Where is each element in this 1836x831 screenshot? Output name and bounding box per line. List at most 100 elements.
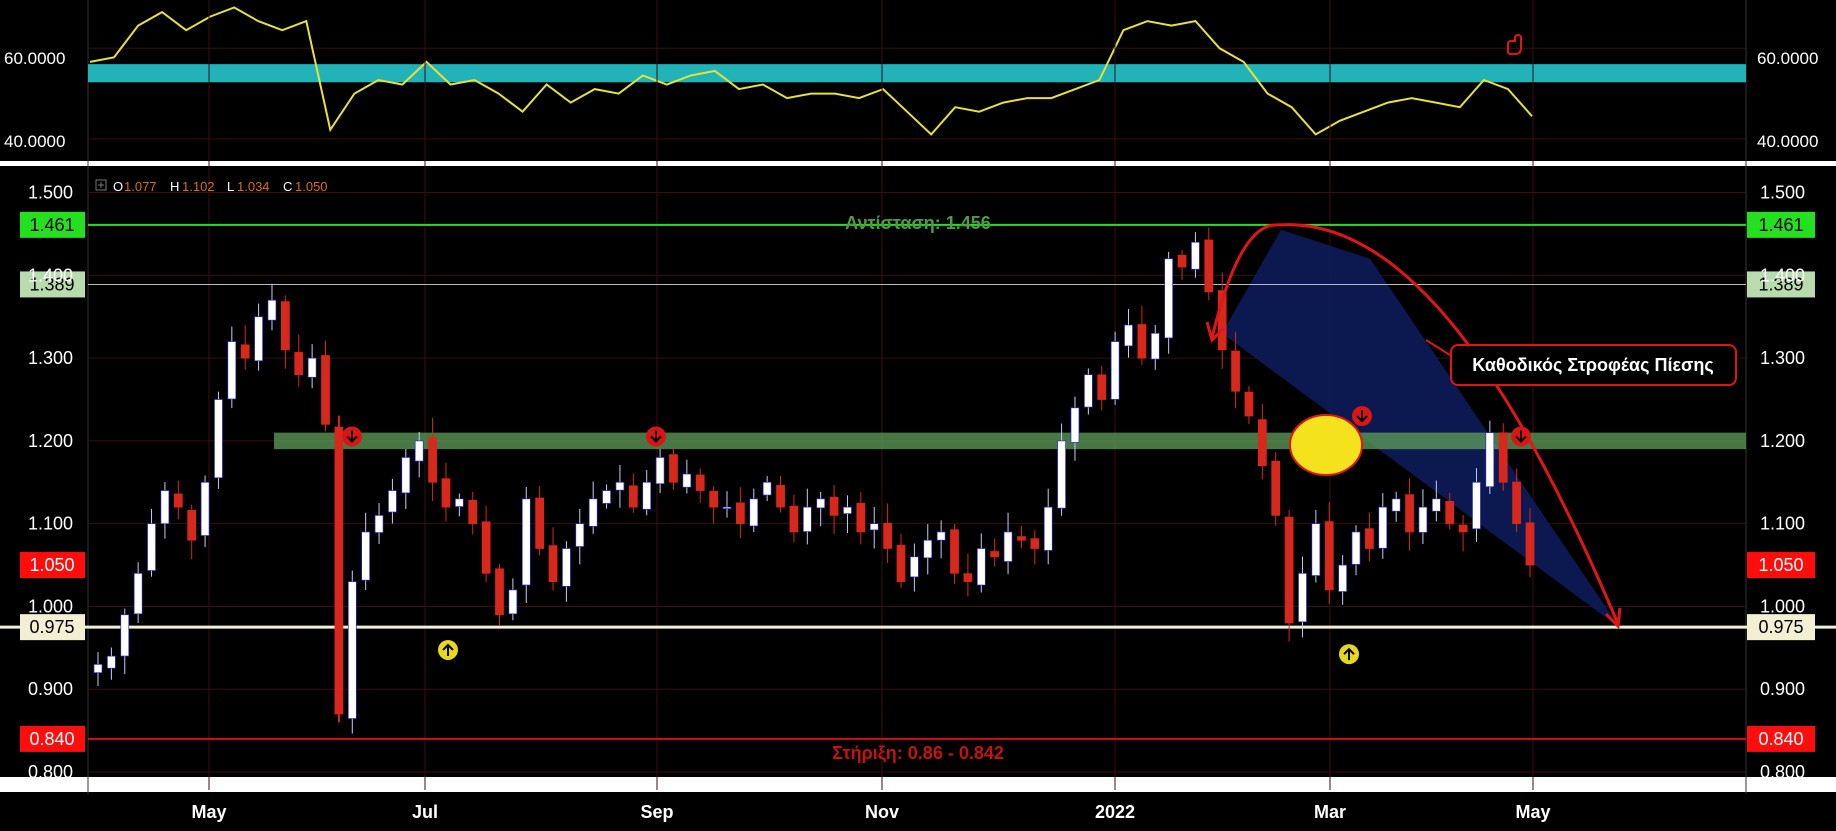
candle-body (695, 474, 705, 491)
candle-body (414, 440, 424, 462)
candle-body (1298, 572, 1307, 623)
ohlc-h-label: H (170, 179, 179, 194)
x-tick-label: May (1515, 802, 1550, 822)
candle-body (1043, 506, 1053, 551)
candle-body (1324, 521, 1334, 591)
candle-body (214, 399, 223, 479)
candle-body (789, 505, 799, 533)
arc-arrow-left (1205, 321, 1226, 343)
candle-body (1244, 391, 1254, 417)
candle-body (1405, 494, 1414, 533)
candle-body (1177, 254, 1187, 268)
candle-body (240, 344, 250, 359)
pattern-callout: Καθοδικός Στροφέας Πίεσης (1425, 339, 1737, 386)
price-tag-left-text: 1.050 (29, 555, 74, 575)
candle-body (575, 523, 585, 547)
candle-body (173, 493, 183, 508)
candle-body (401, 457, 411, 494)
yellow-circle (1289, 414, 1363, 477)
candle-body (628, 485, 638, 508)
candle-body (1498, 432, 1508, 483)
candle-body (1445, 500, 1455, 525)
candle-body (227, 341, 237, 400)
candle-body (1472, 481, 1481, 530)
price-tag-right (1747, 614, 1815, 641)
x-tick-label: Jul (412, 802, 438, 822)
price-tag-right (1747, 552, 1815, 579)
candle-body (1391, 498, 1401, 512)
price-tag-left-text: 0.975 (29, 617, 74, 637)
arc-arrow-right (1604, 607, 1622, 630)
price-tag-right-text: 1.050 (1758, 555, 1803, 575)
callout-box (1450, 344, 1737, 386)
candle-body (307, 357, 317, 378)
candle-body (254, 316, 263, 362)
candle-body (388, 490, 397, 513)
price-tag-left (20, 552, 85, 579)
ohlc-legend: O 1.077 H 1.102 L 1.034 C 1.050 (95, 179, 328, 194)
candle-body (1083, 374, 1093, 408)
ohlc-o-value: 1.077 (124, 179, 157, 194)
candle-body (1338, 564, 1348, 592)
candle-body (1365, 528, 1374, 549)
candle-body (950, 529, 959, 574)
candle-body (1137, 324, 1147, 359)
price-tag-right-text: 1.461 (1758, 215, 1803, 235)
price-ytick-right: 1.200 (1760, 431, 1805, 451)
resistance-zone (274, 432, 1746, 450)
candle-body (1525, 522, 1535, 566)
candles (93, 227, 1535, 734)
callout-pointer (1425, 339, 1451, 356)
candle-body (280, 301, 290, 351)
candle-body (1070, 407, 1080, 443)
expand-icon[interactable] (95, 179, 107, 191)
candle-body (1512, 481, 1521, 525)
candle-body (147, 523, 156, 571)
up-arrow-glyph (442, 643, 454, 656)
price-tag-left (20, 211, 85, 238)
down-arrow-glyph (1356, 410, 1368, 423)
bottom-divider (0, 777, 1836, 792)
candle-body (521, 498, 531, 586)
candle-body (1017, 536, 1026, 541)
x-tick-label: May (191, 802, 226, 822)
candle-body (869, 523, 879, 531)
price-ytick-left: 0.900 (28, 679, 73, 699)
candle-body (816, 498, 826, 509)
candle-body (454, 498, 464, 507)
candle-body (843, 506, 852, 514)
rsi-band (88, 64, 1746, 83)
price-tag-left (20, 614, 85, 641)
candle-body (481, 521, 491, 574)
candle-body (107, 655, 116, 669)
price-ytick-right-partial: 1.400 (1760, 265, 1805, 285)
pattern-label: Καθοδικός Στροφέας Πίεσης (1472, 355, 1713, 375)
candle-body (1124, 324, 1133, 347)
down-arrow-glyph (346, 430, 358, 443)
candle-body (1150, 332, 1160, 360)
price-ytick-left: 1.500 (28, 183, 73, 203)
rsi-ytick-right-40: 40.0000 (1757, 132, 1818, 151)
price-tag-right (1747, 271, 1815, 298)
candle-body (1030, 538, 1040, 549)
rsi-line (89, 6, 1533, 136)
rsi-ytick-right-60: 60.0000 (1757, 49, 1818, 68)
x-tick-label: Nov (865, 802, 899, 822)
candle-body (1284, 516, 1294, 624)
candle-body (1217, 290, 1227, 351)
candle-body (923, 539, 933, 559)
candle-body (990, 551, 1000, 558)
candle-body (548, 545, 558, 582)
candle-body (294, 352, 304, 376)
candle-body (896, 544, 906, 582)
candle-body (1271, 460, 1281, 516)
candle-body (736, 502, 745, 525)
candle-body (655, 457, 665, 485)
candle-body (829, 496, 839, 516)
candle-body (321, 355, 330, 425)
candle-body (441, 478, 451, 508)
down-arrow-glyph (650, 430, 662, 443)
y-ticks: 1.500 1.500 1.300 1.300 1.200 1.200 1.100 1.100… (28, 183, 1805, 782)
